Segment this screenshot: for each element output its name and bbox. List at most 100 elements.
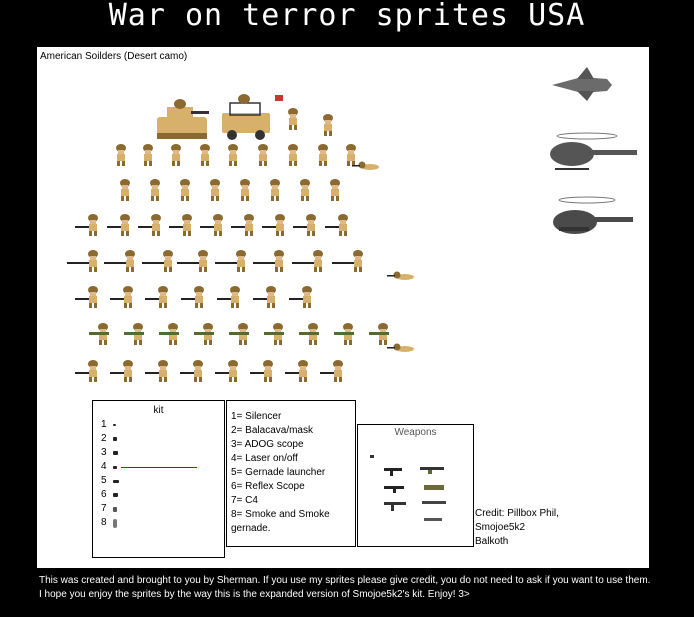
kit-number: 4: [101, 461, 107, 472]
weapons-sprites: [370, 455, 446, 521]
weapons-title: Weapons: [394, 427, 437, 438]
silencer-icon: [113, 424, 116, 426]
soldier-sprite: [215, 250, 246, 272]
soldier-sprite: [292, 250, 323, 272]
soldier-sprite: [177, 250, 208, 272]
soldier-sprite: [89, 323, 109, 345]
soldier-sprite: [120, 179, 130, 201]
tank-sprite: [157, 99, 209, 139]
soldier-sprite: [330, 179, 340, 201]
soldier-sprite: [369, 323, 389, 345]
soldier-sprite: [258, 144, 268, 166]
sprite-sheet: American Soilders (Desert camo) kit 1 2 …: [37, 47, 649, 568]
kit-number: 8: [101, 517, 107, 528]
kit-row: 5: [101, 475, 107, 486]
laser-icon: [113, 466, 117, 469]
soldier-sprite: [262, 214, 285, 236]
soldier-sprite: [138, 214, 161, 236]
soldier-sprite: [180, 179, 190, 201]
kit-row: 4: [101, 461, 107, 472]
soldier-sprite: [318, 144, 328, 166]
soldier-sprite: [143, 144, 153, 166]
pistol-icon: [370, 455, 374, 458]
page-title: War on terror sprites USA: [108, 0, 586, 33]
soldier-sprite: [299, 323, 319, 345]
apache-helicopter-sprite: [553, 196, 633, 234]
sprite-layer: [67, 67, 637, 382]
soldier-sprite: [332, 250, 363, 272]
jet-sprite: [552, 67, 612, 101]
rifle-icon: [384, 468, 402, 476]
soldier-sprite: [194, 323, 214, 345]
legend-line: 4= Laser on/off: [231, 453, 298, 464]
soldier-sprite: [300, 179, 310, 201]
reflex-scope-icon: [113, 493, 118, 497]
soldier-sprite: [270, 179, 280, 201]
soldier-sprite: [180, 360, 203, 382]
legend-line: 1= Silencer: [231, 411, 282, 422]
kit-box: kit 1 2 3 4 5 6 7 8: [92, 400, 225, 558]
launcher-icon: [424, 485, 444, 490]
weapons-box: Weapons: [357, 424, 474, 547]
kit-number: 3: [101, 447, 107, 458]
soldier-sprite: [215, 360, 238, 382]
kit-number: 5: [101, 475, 107, 486]
soldier-sprite: [200, 144, 210, 166]
soldier-sprite: [150, 179, 160, 201]
soldier-sprite: [323, 114, 333, 136]
soldier-sprite: [124, 323, 144, 345]
soldier-sprite: [104, 250, 135, 272]
soldier-sprite: [289, 286, 312, 308]
soldier-sprite: [181, 286, 204, 308]
kit-row: 3: [101, 447, 107, 458]
grenade-launcher-icon: [113, 480, 119, 483]
legend-line: 2= Balacava/mask: [231, 425, 313, 436]
soldier-sprite: [110, 360, 133, 382]
smg-icon: [424, 518, 442, 521]
smoke-grenade-icon: [113, 519, 117, 528]
soldier-sprite: [293, 214, 316, 236]
huey-helicopter-sprite: [550, 132, 637, 170]
kit-row: 2: [101, 433, 107, 444]
soldier-sprite: [320, 360, 343, 382]
legend-line: 7= C4: [231, 495, 258, 506]
soldier-sprite: [228, 144, 238, 166]
kit-number: 1: [101, 419, 107, 430]
credit-line: Credit: Pillbox Phil,: [475, 508, 559, 519]
c4-icon: [113, 507, 117, 512]
soldier-sprite: [387, 343, 414, 352]
soldier-sprite: [75, 214, 98, 236]
soldier-sprite: [346, 144, 356, 166]
soldier-sprite: [171, 144, 181, 166]
soldier-sprite: [325, 214, 348, 236]
soldier-sprite: [142, 250, 173, 272]
soldier-sprite: [250, 360, 273, 382]
soldier-sprite: [334, 323, 354, 345]
kit-number: 7: [101, 503, 107, 514]
soldier-sprite: [169, 214, 192, 236]
shotgun-icon: [422, 501, 446, 504]
kit-row: 8: [101, 517, 107, 528]
soldier-sprite: [107, 214, 130, 236]
credit-line: Smojoe5k2: [475, 522, 526, 533]
machine-gun-icon: [384, 486, 404, 493]
soldier-sprite: [231, 214, 254, 236]
kit-legend-box: 1= Silencer 2= Balacava/mask 3= ADOG sco…: [226, 400, 356, 547]
legend-line: 8= Smoke and Smoke: [231, 509, 330, 520]
soldier-sprite: [75, 286, 98, 308]
credit-line: Balkoth: [475, 536, 509, 547]
flag-icon: [275, 95, 283, 101]
soldier-sprite: [200, 214, 223, 236]
soldier-sprite: [288, 108, 298, 130]
soldier-sprite: [264, 323, 284, 345]
scope-icon: [113, 451, 118, 455]
soldier-sprite: [253, 250, 284, 272]
soldier-sprite: [210, 179, 220, 201]
soldier-sprite: [67, 250, 98, 272]
kit-row: 6: [101, 489, 107, 500]
humvee-sprite: [222, 94, 270, 140]
legend-line: 5= Gernade launcher: [231, 467, 326, 478]
laser-beam: [121, 467, 197, 468]
soldier-sprite: [75, 360, 98, 382]
sniper-icon: [384, 502, 406, 511]
